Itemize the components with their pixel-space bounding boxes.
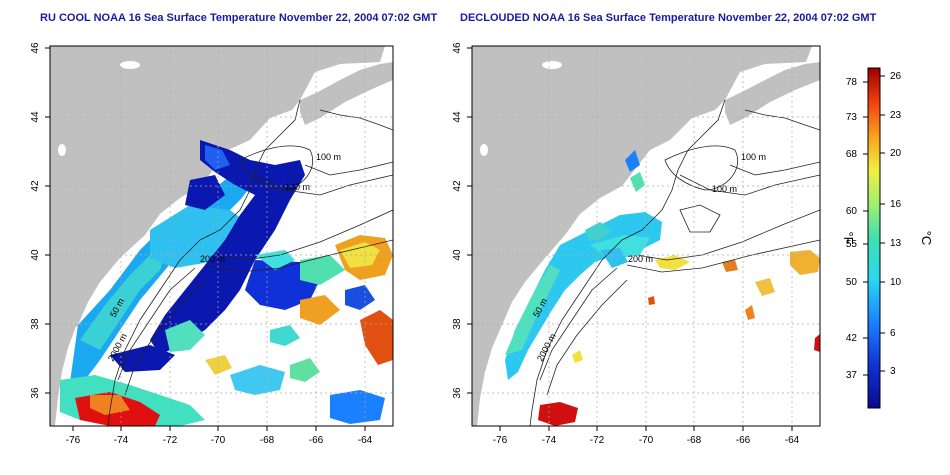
right-map-title: DECLOUDED NOAA 16 Sea Surface Temperatur… (460, 12, 877, 24)
right-isobath-label-3: 200 m (628, 254, 653, 264)
left-map: 100 m 100 m 200 m 50 m 2000 m (30, 42, 394, 446)
right-gridlines (472, 46, 820, 426)
right-x-tick-label: -76 (493, 435, 508, 446)
colorbar-f-tick: 55 (846, 239, 858, 250)
colorbar-f-tick: 68 (846, 149, 858, 160)
right-x-tick-label: -68 (687, 435, 702, 446)
right-sst-field (505, 150, 820, 426)
right-y-tick-label: 38 (452, 318, 463, 330)
right-y-tick-label: 42 (452, 180, 463, 192)
left-y-tick-label: 46 (30, 42, 41, 54)
left-x-tick-label: -76 (66, 435, 81, 446)
left-isobath-contours (107, 99, 393, 426)
left-map-land (50, 46, 385, 426)
left-x-tick-label: -70 (211, 435, 226, 446)
left-x-tick-label: -74 (114, 435, 129, 446)
temperature-colorbar: 78 73 68 60 55 50 42 37 26 23 20 16 13 1… (841, 67, 934, 409)
colorbar-celsius-label: °C (919, 231, 934, 246)
left-sst-field (60, 140, 393, 426)
left-x-tick-label: -72 (163, 435, 178, 446)
left-x-tick-label: -64 (358, 435, 373, 446)
right-y-tick-label: 44 (452, 111, 463, 123)
left-map-title: RU COOL NOAA 16 Sea Surface Temperature … (40, 12, 438, 24)
right-map: 100 m 100 m 200 m 50 m 2000 m (452, 42, 821, 446)
colorbar-c-tick: 20 (890, 148, 902, 159)
colorbar-f-tick: 73 (846, 112, 858, 123)
left-tick-marks (45, 47, 366, 431)
colorbar-c-tick: 6 (890, 328, 896, 339)
right-map-land (472, 46, 812, 426)
right-x-tick-label: -66 (736, 435, 751, 446)
right-tick-marks (467, 47, 793, 431)
left-y-tick-label: 42 (30, 180, 41, 192)
right-x-tick-label: -72 (590, 435, 605, 446)
right-x-tick-label: -70 (639, 435, 654, 446)
colorbar-c-tick: 10 (890, 277, 902, 288)
colorbar-c-tick: 26 (890, 71, 902, 82)
left-y-tick-label: 38 (30, 318, 41, 330)
left-isobath-label-2: 100 m (285, 182, 310, 192)
right-x-tick-label: -74 (542, 435, 557, 446)
colorbar-c-tick: 13 (890, 238, 902, 249)
left-x-tick-label: -68 (260, 435, 275, 446)
colorbar-fahrenheit-label: °F (841, 231, 856, 244)
right-isobath-contours (529, 99, 820, 426)
colorbar-f-tick: 50 (846, 277, 858, 288)
colorbar-f-tick: 37 (846, 370, 858, 381)
left-x-tick-label: -66 (309, 435, 324, 446)
right-y-tick-label: 36 (452, 387, 463, 399)
left-y-tick-label: 40 (30, 249, 41, 261)
colorbar-c-tick: 16 (890, 199, 902, 210)
colorbar-f-tick: 60 (846, 206, 858, 217)
left-gridlines (50, 46, 393, 426)
right-y-tick-label: 46 (452, 42, 463, 54)
left-isobath-label-1: 100 m (316, 152, 341, 162)
left-y-tick-label: 36 (30, 387, 41, 399)
right-isobath-label-2: 100 m (712, 184, 737, 194)
left-y-tick-label: 44 (30, 111, 41, 123)
colorbar-gradient (867, 67, 881, 409)
right-isobath-label-1: 100 m (741, 152, 766, 162)
colorbar-f-tick: 78 (846, 77, 858, 88)
right-x-tick-label: -64 (785, 435, 800, 446)
right-y-tick-label: 40 (452, 249, 463, 261)
left-isobath-label-3: 200 m (200, 254, 225, 264)
colorbar-c-tick: 3 (890, 366, 896, 377)
colorbar-f-tick: 42 (846, 333, 858, 344)
left-map-frame (49, 45, 394, 427)
colorbar-c-tick: 23 (890, 110, 902, 121)
